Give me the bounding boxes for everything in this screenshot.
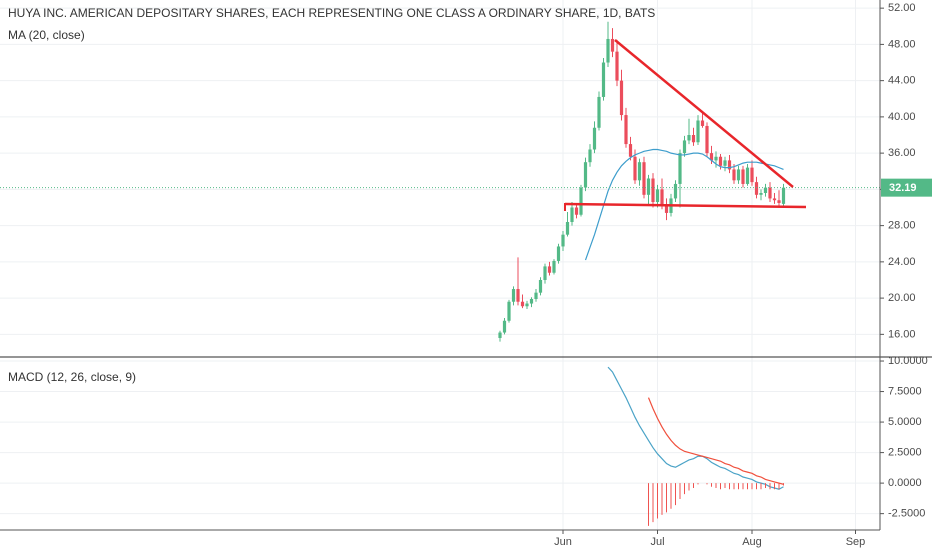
candle-body	[709, 153, 714, 161]
candle-body	[696, 120, 700, 143]
candle-body	[777, 200, 781, 203]
y-tick-label: 28.00	[888, 220, 916, 232]
candle-body	[516, 289, 520, 302]
candle-body	[718, 156, 723, 166]
candle-body	[772, 198, 777, 201]
candle-body	[579, 187, 583, 215]
candle-body	[588, 149, 592, 163]
y-tick-label: 20.00	[888, 292, 916, 304]
x-tick-label: Jul	[650, 536, 664, 548]
candle-body	[646, 178, 651, 195]
candle-body	[498, 332, 502, 338]
candle-body	[561, 234, 565, 247]
chart-title: HUYA INC. AMERICAN DEPOSITARY SHARES, EA…	[8, 6, 655, 20]
x-tick-label: Aug	[742, 536, 762, 548]
indicator-line	[607, 366, 784, 490]
candle-body	[759, 192, 763, 195]
candle-body	[678, 153, 682, 184]
candle-body	[574, 207, 579, 215]
candle-body	[750, 167, 754, 183]
candle-body	[660, 189, 664, 206]
candle-body	[534, 292, 538, 300]
candle-body	[682, 140, 687, 154]
candle-body	[763, 187, 768, 193]
candle-body	[502, 320, 507, 333]
candle-body	[511, 289, 516, 302]
candle-body	[583, 162, 588, 188]
support-trend-line	[564, 202, 807, 209]
candle-body	[520, 301, 525, 307]
candle-body	[552, 260, 556, 273]
candle-body	[628, 144, 633, 157]
candle-body	[651, 178, 655, 203]
y-tick-label: 52.00	[888, 2, 916, 14]
y-tick-label: 48.00	[888, 38, 916, 50]
candle-body	[655, 189, 660, 203]
indicator-title: MACD (12, 26, close, 9)	[8, 370, 136, 384]
last-price-label: 32.19	[889, 182, 917, 194]
candle-body	[592, 127, 597, 150]
candle-body	[547, 266, 552, 273]
candle-body	[664, 205, 669, 213]
candle-body	[745, 167, 750, 184]
candle-body	[570, 207, 574, 222]
candle-body	[781, 187, 786, 204]
candle-body	[633, 156, 637, 181]
candle-body	[565, 221, 570, 235]
candle-body	[705, 125, 709, 154]
text-layer: HUYA INC. AMERICAN DEPOSITARY SHARES, EA…	[8, 2, 932, 548]
candle-body	[732, 169, 736, 181]
candle-body	[741, 169, 745, 184]
candle-body	[754, 182, 759, 195]
y-tick-label: 16.00	[888, 328, 916, 340]
y-tick-label: 44.00	[888, 75, 916, 87]
marks-layer	[0, 21, 880, 526]
candle-body	[768, 187, 772, 199]
candle-body	[610, 38, 615, 52]
candle-body	[691, 135, 696, 143]
candle-body	[736, 169, 741, 181]
candle-body	[619, 80, 624, 116]
candle-body	[525, 303, 529, 307]
candle-body	[597, 96, 601, 128]
candle-body	[642, 162, 646, 195]
y-tick-label: 10.0000	[888, 355, 928, 367]
candle-body	[624, 115, 628, 145]
indicator-line	[647, 397, 784, 485]
x-tick-label: Sep	[846, 536, 866, 548]
legend-entry: MA (20, close)	[8, 28, 85, 42]
y-tick-label: 0.0000	[888, 477, 922, 489]
candle-body	[723, 160, 727, 166]
y-tick-label: 5.0000	[888, 416, 922, 428]
candle-body	[556, 246, 561, 261]
candle-body	[507, 301, 511, 321]
candle-body	[727, 160, 732, 170]
candle-body	[615, 51, 619, 81]
candle-body	[687, 135, 691, 141]
y-tick-label: -2.5000	[888, 508, 925, 520]
candle-body	[637, 162, 642, 181]
candle-body	[714, 156, 718, 161]
y-tick-label: 40.00	[888, 111, 916, 123]
y-tick-label: 36.00	[888, 147, 916, 159]
candle-body	[529, 299, 534, 304]
y-tick-label: 2.5000	[888, 447, 922, 459]
y-tick-label: 7.5000	[888, 385, 922, 397]
x-tick-label: Jun	[554, 536, 572, 548]
y-tick-label: 24.00	[888, 256, 916, 268]
candle-body	[606, 38, 610, 63]
candle-body	[538, 279, 543, 293]
moving-average-line	[584, 148, 784, 261]
resistance-trend-line	[614, 39, 794, 188]
candle-body	[673, 183, 678, 199]
last-price-badge	[881, 178, 932, 197]
candle-body	[543, 266, 547, 280]
candle-body	[601, 62, 606, 97]
candle-body	[700, 120, 705, 126]
